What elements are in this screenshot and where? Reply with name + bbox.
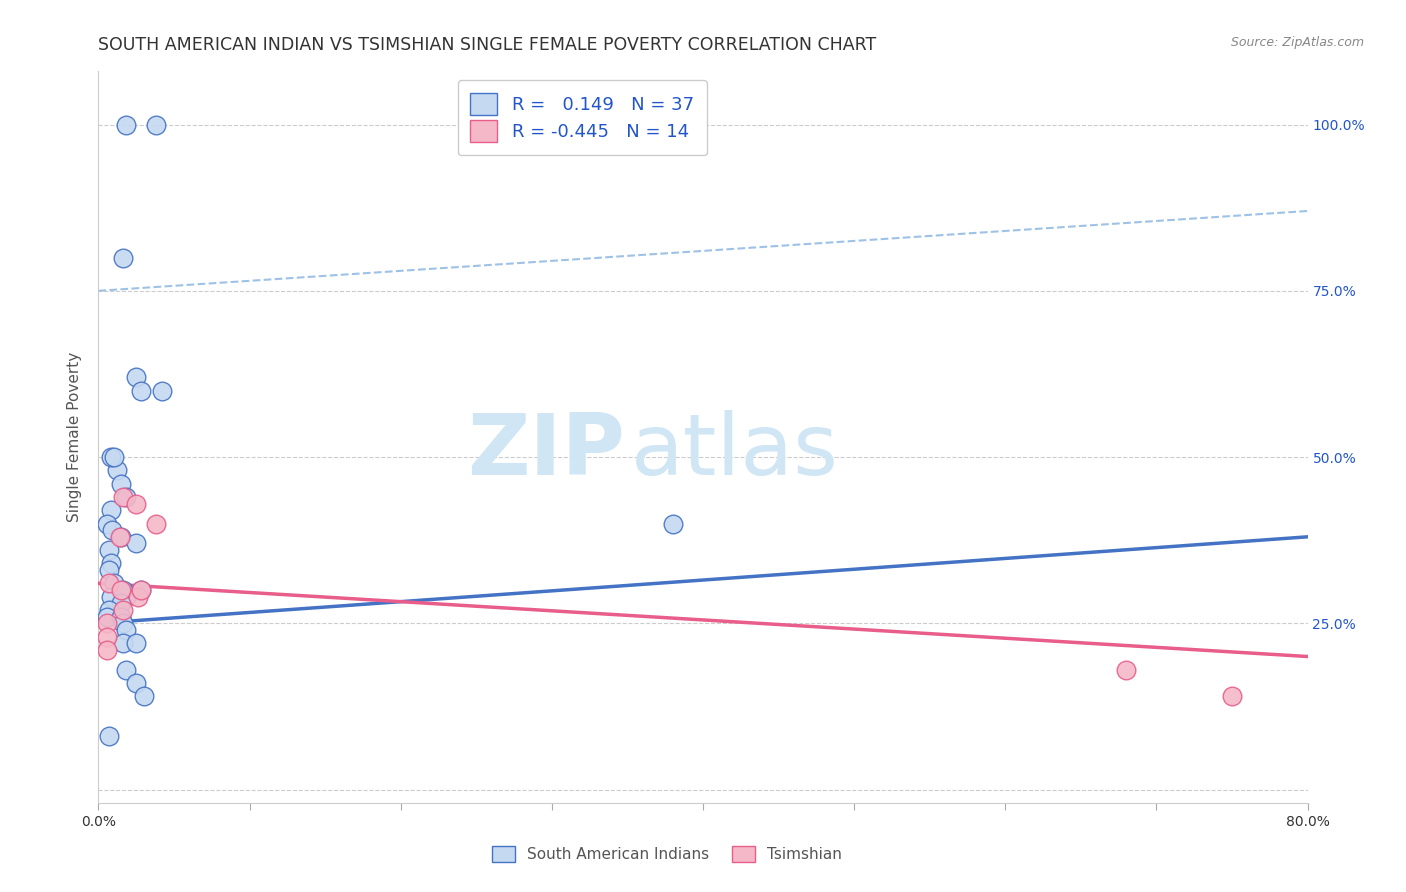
Point	[101, 523, 124, 537]
Point	[114, 490, 136, 504]
Point	[96, 609, 118, 624]
Point	[100, 590, 122, 604]
Point	[100, 503, 122, 517]
Point	[98, 543, 121, 558]
Point	[96, 516, 118, 531]
Point	[108, 530, 131, 544]
Point	[111, 603, 134, 617]
Point	[145, 516, 167, 531]
Point	[114, 663, 136, 677]
Point	[98, 729, 121, 743]
Point	[662, 516, 685, 531]
Point	[98, 576, 121, 591]
Point	[1115, 663, 1137, 677]
Point	[125, 676, 148, 690]
Legend: South American Indians, Tsimshian: South American Indians, Tsimshian	[485, 840, 848, 868]
Text: atlas: atlas	[630, 410, 838, 493]
Text: ZIP: ZIP	[467, 410, 624, 493]
Point	[110, 582, 132, 597]
Point	[145, 118, 167, 132]
Text: Source: ZipAtlas.com: Source: ZipAtlas.com	[1230, 36, 1364, 49]
Point	[111, 616, 134, 631]
Point	[150, 384, 173, 398]
Point	[125, 636, 148, 650]
Point	[1220, 690, 1243, 704]
Point	[132, 690, 155, 704]
Point	[129, 384, 152, 398]
Point	[111, 636, 134, 650]
Point	[98, 603, 121, 617]
Point	[129, 582, 152, 597]
Text: SOUTH AMERICAN INDIAN VS TSIMSHIAN SINGLE FEMALE POVERTY CORRELATION CHART: SOUTH AMERICAN INDIAN VS TSIMSHIAN SINGL…	[98, 36, 877, 54]
Point	[96, 630, 118, 644]
Point	[110, 609, 132, 624]
Point	[125, 370, 148, 384]
Point	[129, 582, 152, 597]
Y-axis label: Single Female Poverty: Single Female Poverty	[67, 352, 83, 522]
Point	[96, 616, 118, 631]
Point	[114, 118, 136, 132]
Point	[111, 251, 134, 265]
Point	[127, 590, 149, 604]
Point	[96, 643, 118, 657]
Point	[125, 536, 148, 550]
Point	[110, 530, 132, 544]
Point	[103, 450, 125, 464]
Point	[114, 623, 136, 637]
Point	[111, 490, 134, 504]
Point	[100, 450, 122, 464]
Point	[110, 596, 132, 610]
Point	[114, 590, 136, 604]
Point	[105, 463, 128, 477]
Point	[110, 476, 132, 491]
Point	[98, 563, 121, 577]
Point	[111, 582, 134, 597]
Point	[103, 576, 125, 591]
Point	[125, 497, 148, 511]
Point	[100, 557, 122, 571]
